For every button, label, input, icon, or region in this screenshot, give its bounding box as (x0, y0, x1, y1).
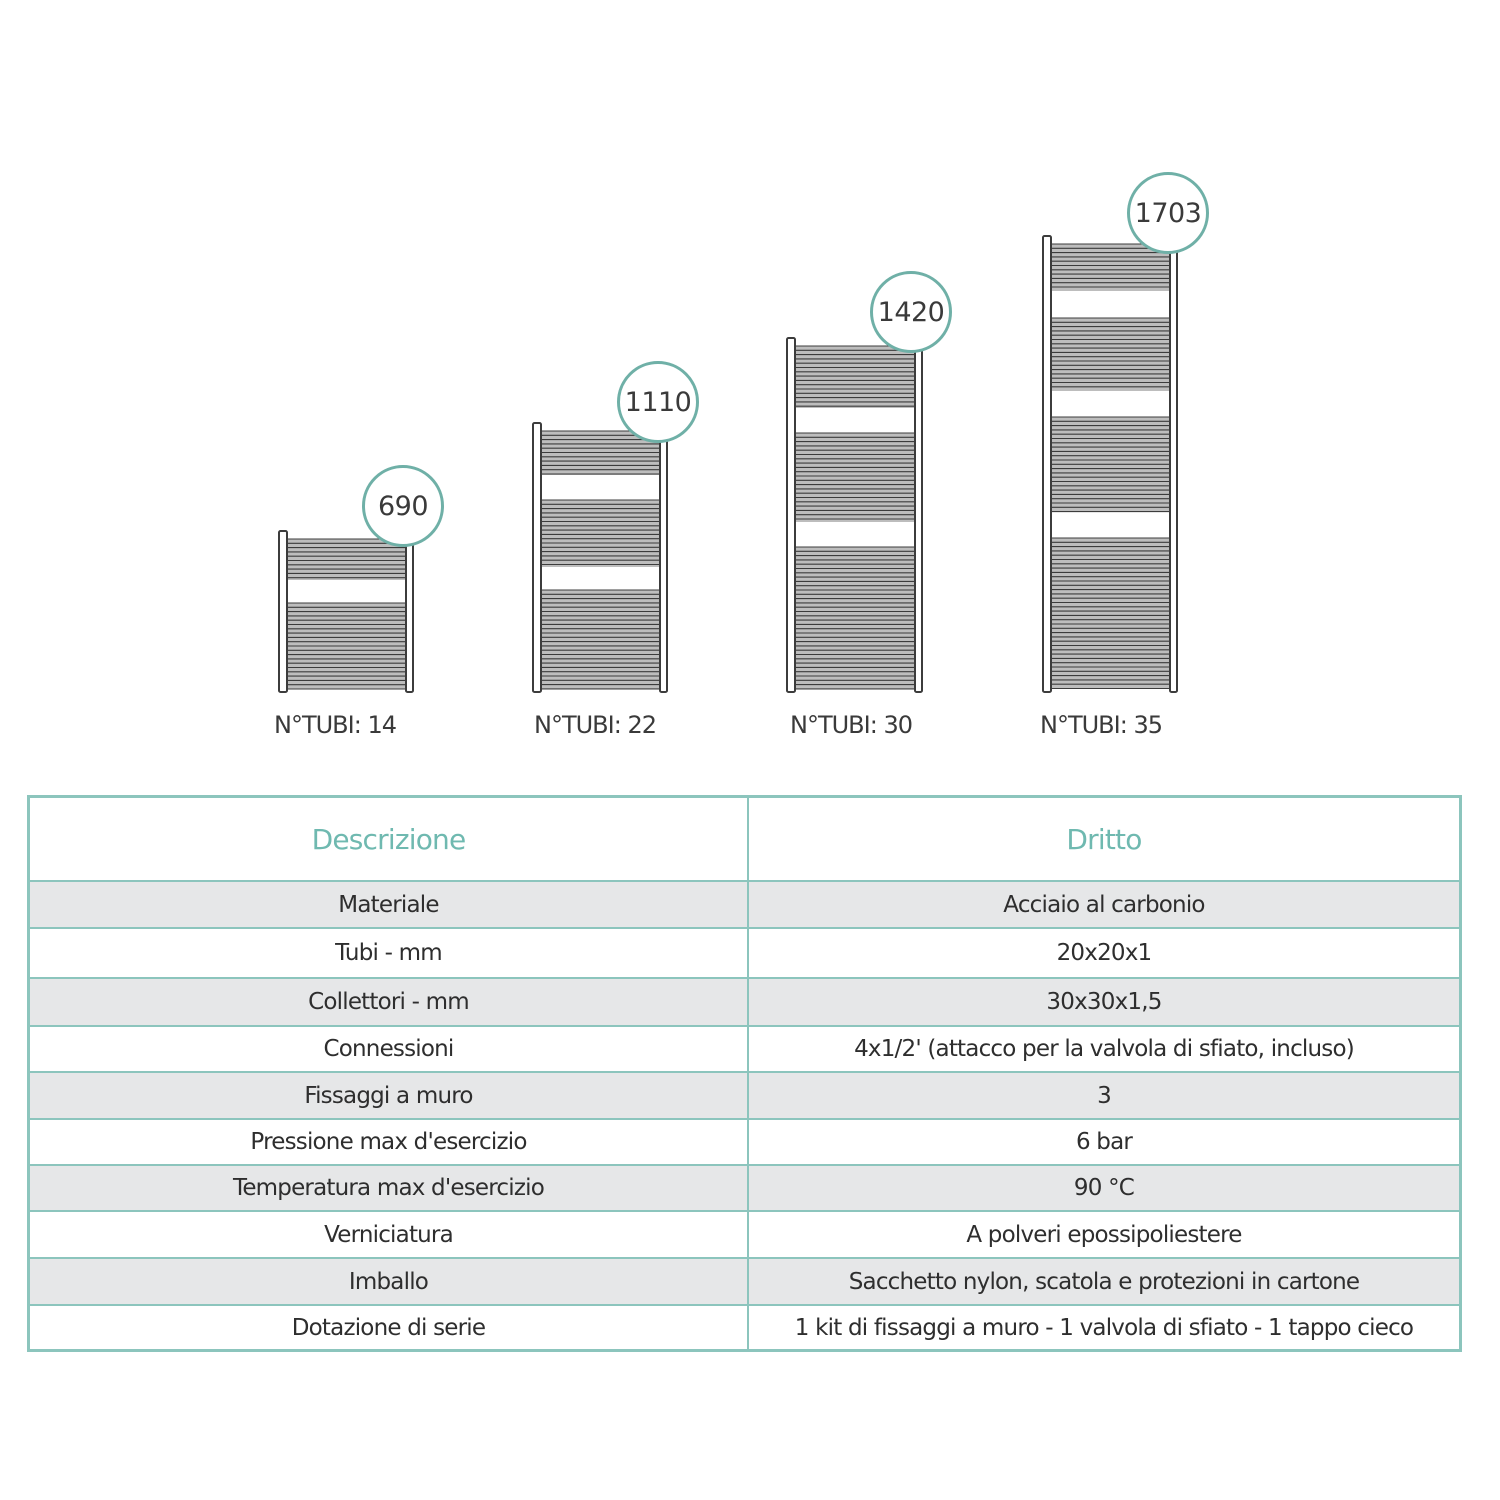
spec-label: Collettori - mm (27, 977, 749, 1027)
tube-group (1051, 538, 1170, 689)
table-row: Verniciatura A polveri epossipoliestere (27, 1210, 1462, 1259)
spec-label: Connessioni (27, 1025, 749, 1073)
spec-value: 90 °C (747, 1164, 1462, 1212)
table-row: Dotazione di serie 1 kit di fissaggi a mu… (27, 1304, 1462, 1352)
spec-label: Fissaggi a muro (27, 1071, 749, 1120)
spec-label: Tubi - mm (27, 927, 749, 979)
height-badge-1110: 1110 (617, 361, 699, 443)
right-collector (914, 349, 923, 693)
tubes-label-14: N°TUBI: 14 (274, 711, 397, 739)
left-collector (278, 530, 288, 693)
right-collector (405, 542, 414, 693)
spec-value: Sacchetto nylon, scatola e protezioni in… (747, 1257, 1462, 1306)
tubes-label-30: N°TUBI: 30 (790, 711, 913, 739)
right-collector (1169, 247, 1178, 693)
tubes-label-35: N°TUBI: 35 (1040, 711, 1163, 739)
radiator-diagrams (278, 235, 1178, 693)
table-header: Descrizione Dritto (27, 795, 1462, 882)
tube-group (795, 547, 915, 689)
spec-label: Imballo (27, 1257, 749, 1306)
tube-group (541, 500, 660, 567)
spec-value: 20x20x1 (747, 927, 1462, 979)
table-row: Tubi - mm 20x20x1 (27, 927, 1462, 979)
height-badge-1703: 1703 (1127, 172, 1209, 254)
spec-value: A polveri epossipoliestere (747, 1210, 1462, 1259)
spec-value: Acciaio al carbonio (747, 880, 1462, 929)
spec-label: Pressione max d'esercizio (27, 1118, 749, 1166)
tube-group (795, 433, 915, 522)
table-row: Imballo Sacchetto nylon, scatola e protez… (27, 1257, 1462, 1306)
table-row: Fissaggi a muro 3 (27, 1071, 1462, 1120)
spec-label: Verniciatura (27, 1210, 749, 1259)
spec-table: Descrizione Dritto Materiale Acciaio al c… (27, 795, 1462, 1352)
tube-group (541, 590, 660, 689)
header-dritto: Dritto (747, 795, 1462, 882)
left-collector (1042, 235, 1052, 693)
tube-group (1051, 318, 1170, 391)
spec-value: 4x1/2' (attacco per la valvola di sfiato… (747, 1025, 1462, 1073)
tube-group (795, 346, 915, 408)
spec-label: Dotazione di serie (27, 1304, 749, 1352)
spec-value: 3 (747, 1071, 1462, 1120)
table-row: Connessioni 4x1/2' (attacco per la valvol… (27, 1025, 1462, 1073)
header-descrizione: Descrizione (27, 795, 749, 882)
table-row: Materiale Acciaio al carbonio (27, 880, 1462, 929)
spec-value: 6 bar (747, 1118, 1462, 1166)
left-collector (786, 337, 796, 693)
spec-value: 1 kit di fissaggi a muro - 1 valvola di … (747, 1304, 1462, 1352)
left-collector (532, 422, 542, 693)
table-row: Pressione max d'esercizio 6 bar (27, 1118, 1462, 1166)
height-badge-1420: 1420 (870, 271, 952, 353)
table-row: Collettori - mm 30x30x1,5 (27, 977, 1462, 1027)
right-collector (659, 434, 668, 693)
height-badge-690: 690 (362, 465, 444, 547)
spec-label: Temperatura max d'esercizio (27, 1164, 749, 1212)
spec-label: Materiale (27, 880, 749, 929)
spec-value: 30x30x1,5 (747, 977, 1462, 1027)
table-row: Temperatura max d'esercizio 90 °C (27, 1164, 1462, 1212)
tubes-label-22: N°TUBI: 22 (534, 711, 657, 739)
